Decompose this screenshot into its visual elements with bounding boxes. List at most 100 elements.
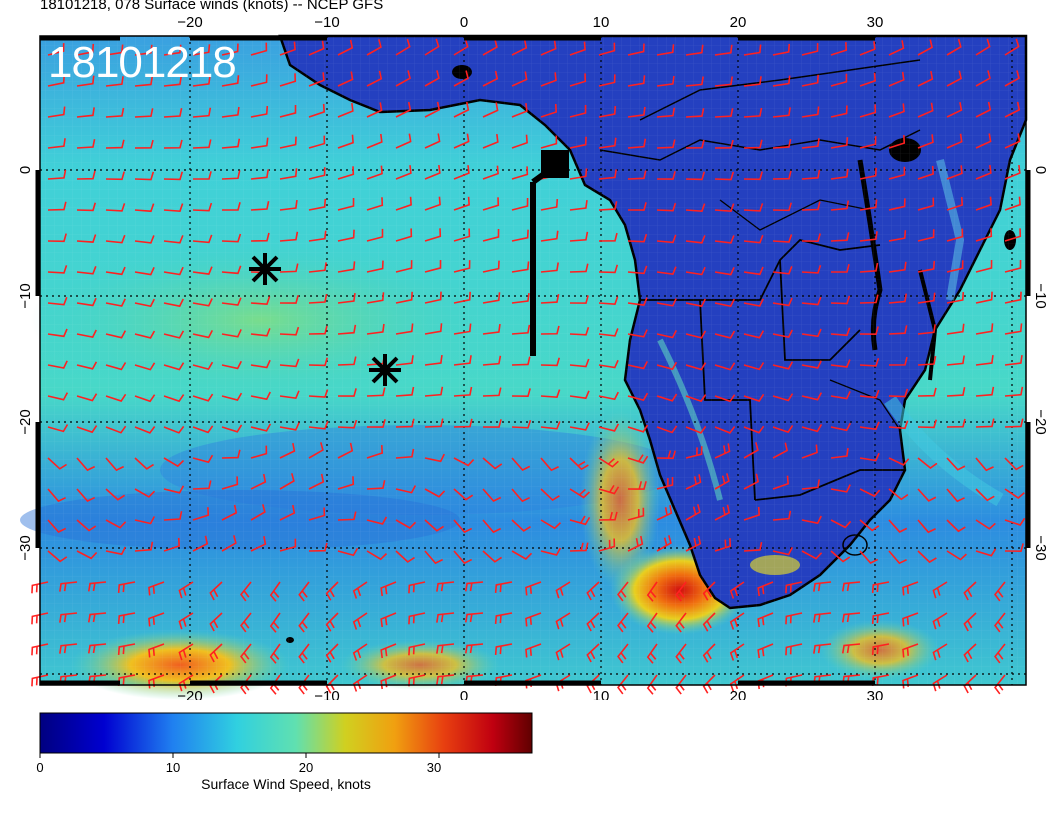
wind-barb [714, 394, 736, 403]
wind-barb [859, 231, 878, 242]
wind-barb [729, 581, 745, 599]
wind-barb [888, 230, 907, 242]
wind-barb [946, 38, 962, 56]
wind-barb [380, 643, 397, 659]
wind-barb [656, 44, 675, 56]
wind-barb [946, 355, 965, 366]
wind-barb [540, 72, 557, 87]
wind-barb [163, 108, 183, 118]
wind-barb [424, 228, 442, 242]
wind-barb [598, 42, 616, 56]
wind-barb [453, 70, 469, 87]
wind-barb [656, 234, 677, 244]
wind-barb [408, 612, 426, 625]
wind-barb [801, 444, 818, 459]
wind-barb [436, 674, 455, 685]
wind-barb [366, 133, 383, 149]
wind-barb [1004, 457, 1024, 471]
wind-barb [888, 388, 909, 398]
wind-barb [337, 547, 359, 557]
wind-barb [555, 612, 571, 630]
wind-barb [772, 329, 793, 339]
wind-barb [975, 519, 996, 530]
wind-barb [656, 425, 678, 434]
lat-tick-left-3: −20 [17, 409, 34, 434]
wind-barb [105, 203, 126, 212]
wind-barb [859, 136, 877, 149]
wind-barb [408, 674, 426, 687]
wind-barb [279, 295, 299, 304]
wind-barb [366, 39, 382, 56]
wind-barb [192, 266, 213, 275]
wind-barb [888, 135, 906, 149]
wind-barb [192, 234, 213, 244]
wind-barb [830, 484, 851, 493]
wind-barb [1004, 543, 1024, 552]
wind-barb [917, 519, 936, 534]
wind-barb [598, 457, 619, 468]
wind-barb [192, 361, 214, 371]
wind-barb [453, 355, 472, 366]
date-overlay: 18101218 [48, 38, 237, 87]
wind-barb [946, 519, 966, 533]
wind-barb [627, 75, 646, 87]
wind-barb [308, 103, 326, 118]
wind-barb [59, 643, 78, 654]
wind-barb [134, 394, 156, 403]
wind-barb [675, 643, 687, 664]
wind-barb [482, 197, 500, 211]
wind-barb [424, 291, 442, 304]
wind-barb [366, 419, 386, 428]
wind-barb [163, 425, 185, 434]
wind-barb [627, 297, 648, 306]
wind-barb [395, 386, 415, 397]
wind-barb [395, 38, 411, 56]
wind-barb [946, 165, 963, 180]
wind-barb [859, 167, 877, 180]
wind-barb [337, 476, 355, 490]
wind-barb [250, 359, 271, 369]
wind-barb [221, 170, 241, 180]
wind-barb [105, 393, 127, 402]
wind-barb [163, 203, 184, 212]
wind-barb [859, 294, 879, 304]
wind-barb [540, 230, 559, 242]
wind-barb [221, 476, 239, 490]
wind-barb [31, 643, 49, 656]
wind-barb [1004, 228, 1022, 242]
wind-barb [337, 71, 354, 87]
lon-tick-bottom-3: 0 [460, 688, 468, 700]
wind-barb [482, 387, 502, 397]
wind-barb [76, 234, 97, 243]
wind-barb [76, 329, 97, 339]
wind-barb [888, 550, 907, 565]
wind-barb [801, 169, 821, 180]
wind-barb [105, 488, 126, 501]
wind-barb [772, 547, 794, 556]
wind-map-svg: −20 −10 0 10 20 30 −20 −10 0 10 20 30 0 … [17, 14, 1049, 705]
wind-barb [859, 519, 880, 532]
wind-barb [540, 135, 558, 149]
wind-barb [250, 445, 268, 459]
wind-barb [830, 550, 851, 563]
wind-barb [424, 70, 440, 87]
wind-barb [163, 266, 184, 276]
wind-barb [134, 488, 156, 498]
wind-barb [221, 392, 243, 402]
wind-barb [598, 137, 617, 149]
wind-barb [424, 453, 445, 463]
wind-barb [627, 138, 647, 149]
wind-barb [702, 674, 716, 694]
wind-barb [279, 73, 297, 87]
wind-barb [540, 389, 561, 398]
wind-barb [627, 202, 647, 211]
colorbar-tick-10: 10 [166, 760, 180, 775]
wind-barb [163, 298, 184, 308]
wind-barb [1004, 355, 1023, 366]
wind-barb [325, 643, 339, 663]
wind-barb [424, 418, 444, 428]
wind-barb [337, 419, 358, 429]
wind-barb [714, 171, 735, 181]
wind-barb [830, 263, 850, 273]
wind-barb [395, 133, 412, 149]
